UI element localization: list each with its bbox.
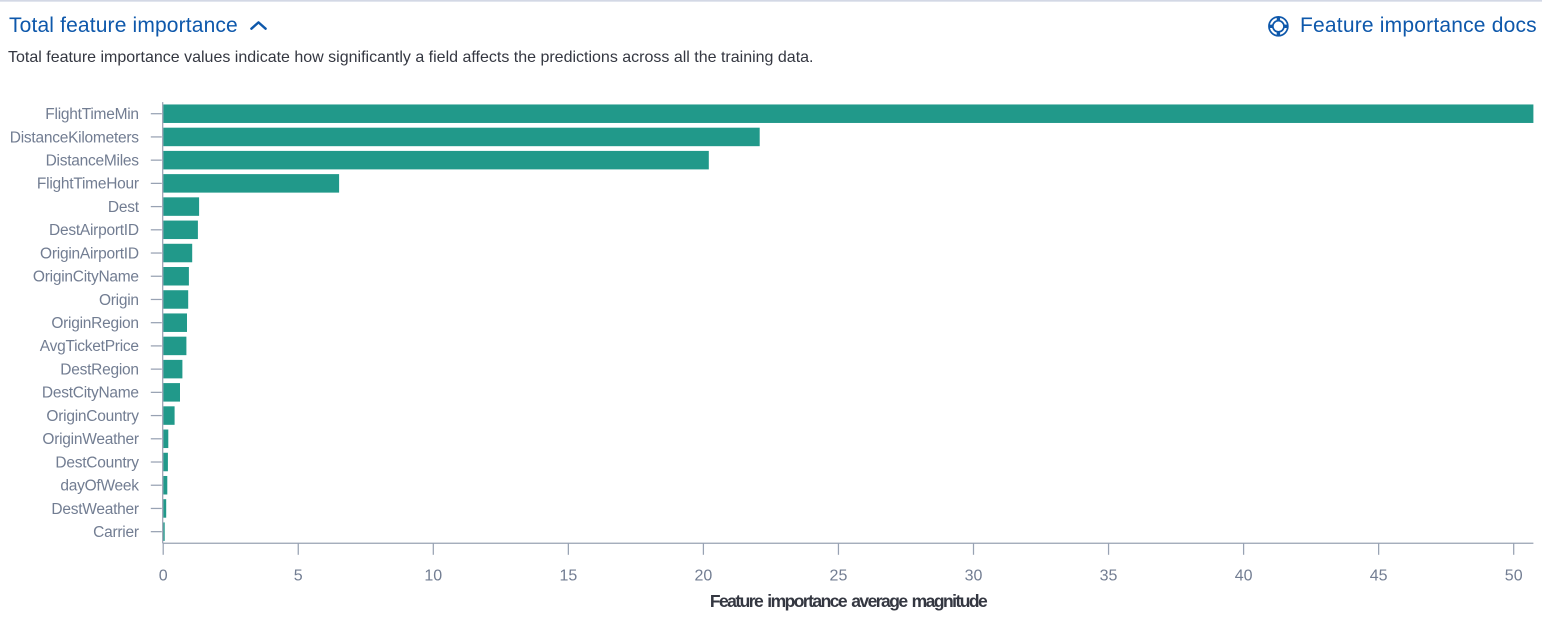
- svg-text:OriginAirportID: OriginAirportID: [40, 245, 139, 262]
- svg-text:Origin: Origin: [99, 292, 139, 309]
- svg-text:10: 10: [424, 568, 442, 585]
- svg-text:20: 20: [695, 568, 713, 585]
- svg-text:DestCountry: DestCountry: [55, 454, 139, 471]
- svg-text:OriginWeather: OriginWeather: [42, 431, 138, 448]
- svg-text:FlightTimeMin: FlightTimeMin: [45, 106, 139, 123]
- svg-text:DestRegion: DestRegion: [60, 361, 139, 378]
- svg-text:AvgTicketPrice: AvgTicketPrice: [40, 338, 139, 355]
- svg-text:Dest: Dest: [108, 199, 140, 216]
- svg-text:dayOfWeek: dayOfWeek: [60, 478, 139, 495]
- svg-text:DistanceKilometers: DistanceKilometers: [10, 129, 140, 146]
- svg-text:FlightTimeHour: FlightTimeHour: [37, 176, 139, 193]
- svg-text:0: 0: [159, 568, 168, 585]
- svg-text:5: 5: [294, 568, 303, 585]
- svg-text:15: 15: [559, 568, 577, 585]
- svg-text:DestAirportID: DestAirportID: [49, 222, 139, 239]
- svg-text:25: 25: [830, 568, 848, 585]
- svg-text:DestCityName: DestCityName: [42, 385, 139, 402]
- svg-text:Feature importance average mag: Feature importance average magnitude: [710, 591, 988, 611]
- svg-text:OriginCityName: OriginCityName: [33, 269, 139, 286]
- svg-text:DistanceMiles: DistanceMiles: [46, 152, 140, 169]
- svg-text:DestWeather: DestWeather: [51, 501, 139, 518]
- svg-text:30: 30: [965, 568, 983, 585]
- svg-text:35: 35: [1100, 568, 1118, 585]
- svg-text:40: 40: [1235, 568, 1253, 585]
- svg-text:OriginCountry: OriginCountry: [46, 408, 139, 425]
- svg-text:OriginRegion: OriginRegion: [51, 315, 138, 332]
- svg-text:Carrier: Carrier: [93, 524, 139, 541]
- svg-text:45: 45: [1370, 568, 1388, 585]
- svg-text:50: 50: [1505, 568, 1523, 585]
